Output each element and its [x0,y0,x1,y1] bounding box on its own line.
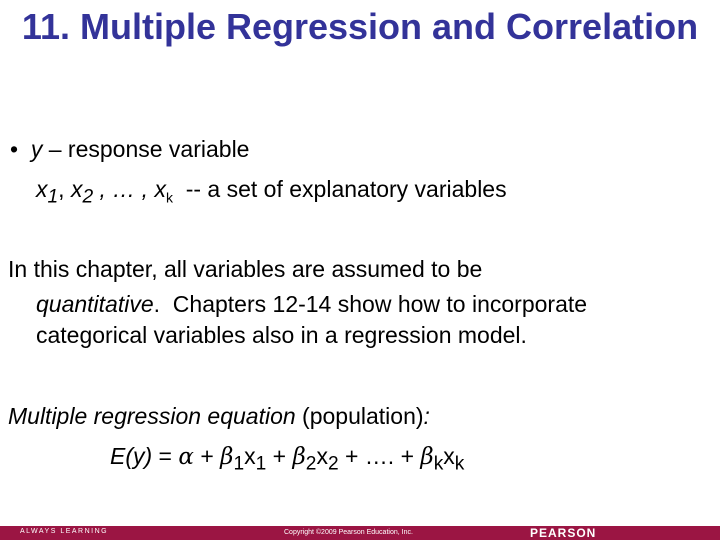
sub: 2 [327,453,339,475]
x-var: x [36,176,48,202]
sep: , … , [93,176,155,202]
slide-title: 11. Multiple Regression and Correlation [21,6,699,47]
bullet-text: – response variable [42,136,250,162]
label-rest: (population) [295,403,424,429]
para-line-3: categorical variables also in a regressi… [36,322,527,348]
footer-copyright: Copyright ©2009 Pearson Education, Inc. [284,529,413,536]
colon: : [423,403,430,429]
sub: k [454,453,465,475]
para-text: . Chapters 12-14 show how to incorporate [153,291,588,317]
x: x [316,443,328,469]
quantitative: quantitative [36,291,154,317]
alpha-symbol: α [178,444,194,470]
bullet-icon: • [10,136,19,162]
sub: 2 [305,453,317,475]
para-line-1: In this chapter, all variables are assum… [8,256,483,282]
x: x [244,443,256,469]
para-line-2: quantitative. Chapters 12-14 show how to… [36,291,587,318]
y-var: y [30,136,43,162]
beta-symbol: β [420,444,434,470]
dots: + …. + [338,443,421,469]
bullet-response: • y – response variable [10,136,249,163]
sub: 1 [233,453,245,475]
footer-tagline: ALWAYS LEARNING [20,528,109,535]
sub: 2 [82,186,94,208]
pearson-logo: PEARSON [530,526,597,540]
footer-bar: ALWAYS LEARNING Copyright ©2009 Pearson … [0,526,720,540]
label-italic: Multiple regression equation [8,403,296,429]
sub: 1 [255,453,267,475]
plus: + [193,443,221,469]
plus: + [266,443,293,469]
x: x [443,443,455,469]
sub: k [165,189,173,206]
explanatory-line: x1, x2 , … , xk -- a set of explanatory … [36,176,507,209]
sub: k [433,453,444,475]
sub: 1 [47,186,59,208]
explanatory-text: -- a set of explanatory variables [172,176,507,202]
equation-label: Multiple regression equation (population… [8,403,430,430]
x-var: x [70,176,83,202]
lhs: E(y) [110,443,153,469]
beta-symbol: β [220,444,234,470]
sep: , [58,176,71,202]
beta-symbol: β [292,444,306,470]
x-var: x [154,176,166,202]
equation: E(y) = α + β1x1 + β2x2 + …. + βkxk [110,443,464,476]
eq: = [152,443,179,469]
